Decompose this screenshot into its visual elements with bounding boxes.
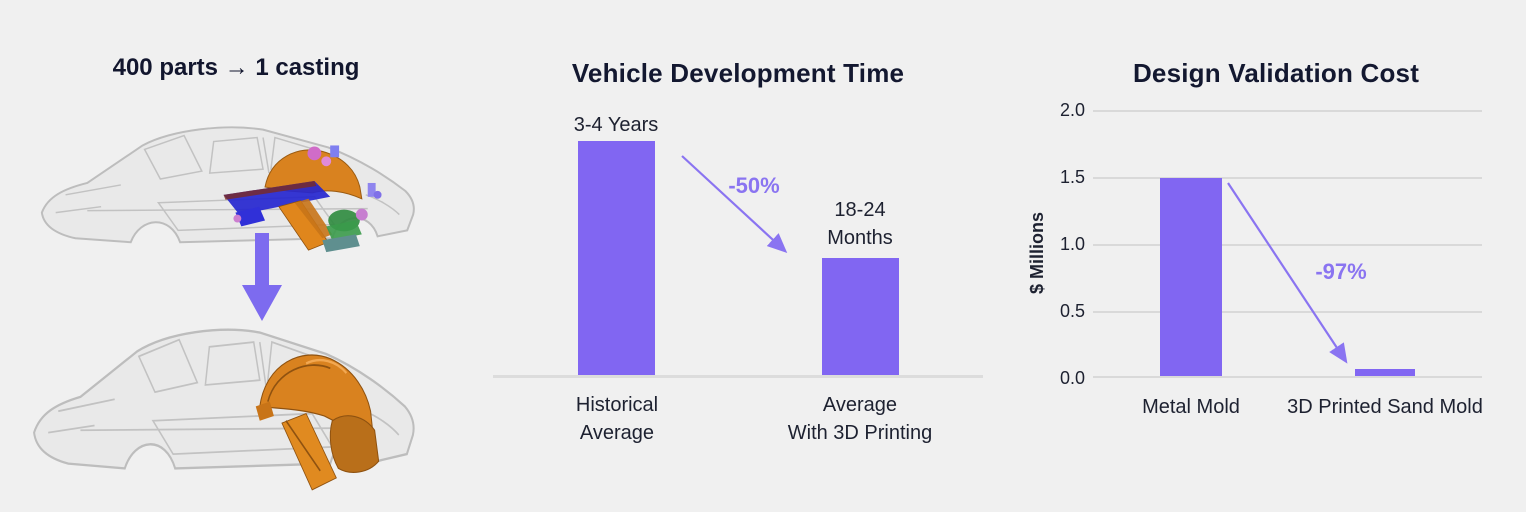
gridline-1.0 [1093,244,1482,246]
annotation-minus-50-percent: -50% [728,173,780,198]
car-before-multi-part-image [40,126,415,253]
bar-historical-average [578,141,655,375]
category-label-average-with-3d-printing: Average With 3D Printing [787,394,933,444]
bar-average-with-3d-printing [822,258,899,375]
ytick-1.0: 1.0 [1059,234,1085,254]
bar-value-label-18-24-months: 18-24 Months [827,199,893,249]
right-chart-title: Design Validation Cost [1132,58,1420,88]
decline-arrow-50-icon [681,155,788,253]
bar-metal-mold [1160,178,1222,376]
single-casting-shape [255,354,380,491]
bar-3d-printed-sand-mold [1355,369,1415,376]
middle-chart-plot-area [493,110,983,378]
category-label-historical-average: Historical Average [575,394,659,444]
bar-value-label-3-4-years: 3-4 Years [573,114,659,136]
gridline-0.0 [1093,376,1482,378]
ytick-2.0: 2.0 [1059,100,1085,120]
decline-arrow-97-icon [1227,182,1348,364]
ytick-1.5: 1.5 [1059,167,1085,187]
car-after-single-casting-image [33,328,415,491]
gridline-2.0 [1093,110,1482,112]
consolidation-down-arrow-icon [242,233,282,321]
right-chart-plot-area [1093,110,1482,378]
left-panel-title: 400 parts → 1 casting [112,54,360,81]
middle-chart-baseline [493,375,983,378]
ytick-0.5: 0.5 [1059,301,1085,321]
category-label-3d-printed-sand-mold: 3D Printed Sand Mold [1287,396,1483,418]
ytick-0.0: 0.0 [1059,368,1085,388]
gridline-0.5 [1093,311,1482,313]
gridline-1.5 [1093,177,1482,179]
middle-chart-title: Vehicle Development Time [571,58,905,88]
category-label-metal-mold: Metal Mold [1142,396,1240,418]
multi-part-cluster [223,145,382,253]
annotation-minus-97-percent: -97% [1315,259,1367,284]
